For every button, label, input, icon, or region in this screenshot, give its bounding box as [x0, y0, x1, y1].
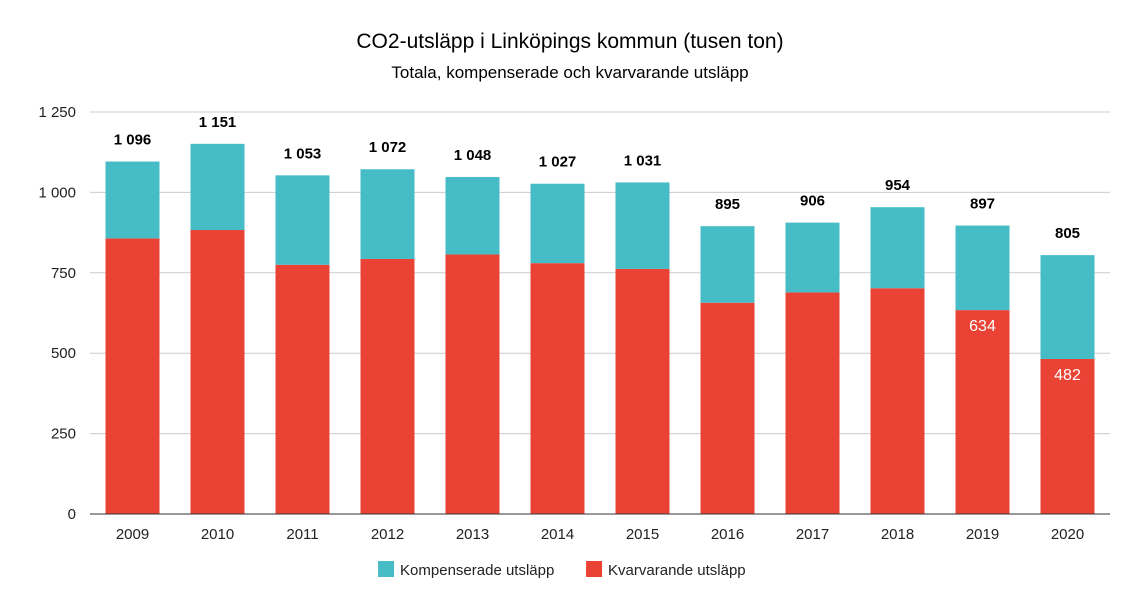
y-tick-label: 250	[51, 426, 76, 443]
bar-kvarvarande	[700, 302, 755, 514]
bar-kvarvarande	[445, 254, 500, 514]
bar-kompenserade	[700, 226, 755, 303]
total-label: 1 053	[284, 145, 322, 162]
legend-swatch	[378, 561, 395, 577]
bar-kompenserade	[785, 222, 840, 293]
y-tick-label: 500	[51, 345, 76, 362]
total-label: 1 048	[454, 147, 492, 164]
bars	[105, 143, 1095, 514]
bar-kvarvarande	[870, 288, 925, 514]
bar-kvarvarande	[955, 310, 1010, 514]
total-label: 1 151	[199, 114, 237, 131]
gridlines	[90, 111, 1110, 435]
x-tick-label: 2012	[371, 526, 404, 543]
x-tick-label: 2010	[201, 526, 234, 543]
x-tick-label: 2013	[456, 526, 489, 543]
legend-label: Kompenserade utsläpp	[400, 562, 554, 579]
legend-label: Kvarvarande utsläpp	[608, 562, 746, 579]
total-label: 1 096	[114, 132, 152, 149]
y-tick-label: 1 250	[38, 104, 76, 121]
total-label: 895	[715, 196, 740, 213]
bar-kvarvarande	[1040, 358, 1095, 514]
x-tick-label: 2017	[796, 526, 829, 543]
bar-kompenserade	[445, 176, 500, 255]
bar-kvarvarande	[275, 264, 330, 514]
chart-subtitle: Totala, kompenserade och kvarvarande uts…	[391, 63, 748, 82]
legend-swatch	[586, 561, 603, 577]
x-tick-label: 2009	[116, 526, 149, 543]
total-label: 897	[970, 196, 995, 213]
bar-kompenserade	[870, 207, 925, 289]
inner-value-label: 482	[1054, 367, 1081, 384]
bar-kvarvarande	[785, 292, 840, 514]
data-labels: 1 096 1 151 1 053 1 072 1 048 1 027 1 031 895 90…	[114, 114, 1081, 384]
inner-value-label: 634	[969, 318, 996, 335]
bar-kompenserade	[105, 161, 160, 239]
total-label: 1 031	[624, 152, 662, 169]
x-tick-label: 2018	[881, 526, 914, 543]
x-tick-label: 2020	[1051, 526, 1084, 543]
legend: Kompenserade utsläpp Kvarvarande utsläpp	[378, 561, 746, 579]
x-tick-label: 2015	[626, 526, 659, 543]
bar-kvarvarande	[360, 258, 415, 514]
bar-kompenserade	[1040, 255, 1095, 359]
bar-kompenserade	[955, 225, 1010, 311]
y-tick-label: 1 000	[38, 184, 76, 201]
axes: 0 250 500 750 1 000 1 250 2009 2010 2011 2012 2013…	[38, 104, 1110, 543]
bar-kompenserade	[530, 183, 585, 264]
bar-kvarvarande	[530, 263, 585, 514]
bar-kvarvarande	[190, 230, 245, 514]
total-label: 1 072	[369, 139, 407, 156]
y-tick-label: 0	[68, 506, 76, 523]
bar-kompenserade	[275, 175, 330, 265]
chart-title: CO2-utsläpp i Linköpings kommun (tusen t…	[356, 30, 783, 53]
bar-kompenserade	[190, 143, 245, 231]
y-tick-label: 750	[51, 265, 76, 282]
x-tick-label: 2019	[966, 526, 999, 543]
total-label: 1 027	[539, 154, 577, 171]
x-tick-label: 2011	[286, 526, 318, 543]
total-label: 906	[800, 193, 825, 210]
x-tick-label: 2014	[541, 526, 574, 543]
bar-kompenserade	[360, 169, 415, 259]
total-label: 954	[885, 177, 911, 194]
x-tick-label: 2016	[711, 526, 744, 543]
bar-kompenserade	[615, 182, 670, 269]
bar-kvarvarande	[615, 268, 670, 514]
total-label: 805	[1055, 225, 1080, 242]
bar-kvarvarande	[105, 238, 160, 514]
